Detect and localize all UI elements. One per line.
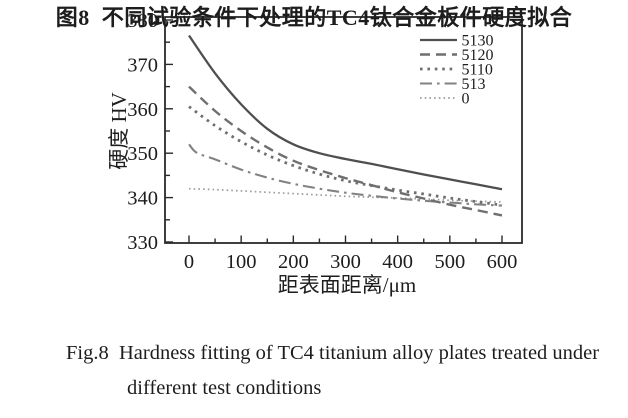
x-tick-label: 400: [382, 251, 413, 273]
legend-label-5120: 5120: [462, 47, 494, 64]
x-tick-label: 500: [434, 251, 465, 273]
y-tick-label: 350: [127, 143, 158, 165]
x-tick-label: 300: [330, 251, 361, 273]
legend-item-5120: 5120: [420, 47, 494, 64]
caption-english-line1: Fig.8 Hardness fitting of TC4 titanium a…: [66, 342, 600, 364]
x-axis-title: 距表面距离/μm: [278, 273, 416, 297]
x-tick-label: 600: [487, 251, 518, 273]
series-line-513: [188, 143, 503, 207]
x-tick-label: 200: [278, 251, 309, 273]
legend-item-513: 513: [420, 76, 486, 93]
series-line-5110: [188, 105, 503, 207]
legend-label-5110: 5110: [462, 62, 493, 79]
legend-item-0: 0: [420, 91, 470, 108]
legend-label-513: 513: [462, 76, 486, 93]
y-tick-label: 380: [127, 10, 158, 32]
hardness-line-chart: 0 100 200 300 400 500 600 330 340 350 360 370 380 距表面…: [107, 10, 523, 297]
series-line-5130: [188, 34, 503, 191]
y-tick-label: 330: [127, 232, 158, 254]
legend-label-0: 0: [462, 91, 470, 108]
y-tick-label: 370: [127, 54, 158, 76]
legend-item-5130: 5130: [420, 33, 494, 50]
legend-item-5110: 5110: [420, 62, 493, 79]
caption-english-line2: different test conditions: [127, 377, 322, 399]
legend-label-5130: 5130: [462, 33, 494, 50]
y-tick-label: 360: [127, 99, 158, 121]
series-line-5120: [188, 85, 503, 217]
y-axis-title: 硬度 HV: [107, 92, 131, 170]
series-line-0: [188, 187, 503, 203]
caption-chinese: 图8 不同试验条件下处理的TC4钛合金板件硬度拟合: [55, 5, 573, 30]
x-tick-label: 0: [184, 251, 194, 273]
x-tick-label: 100: [226, 251, 257, 273]
y-tick-label: 340: [127, 188, 158, 210]
plot-border: [164, 16, 523, 244]
